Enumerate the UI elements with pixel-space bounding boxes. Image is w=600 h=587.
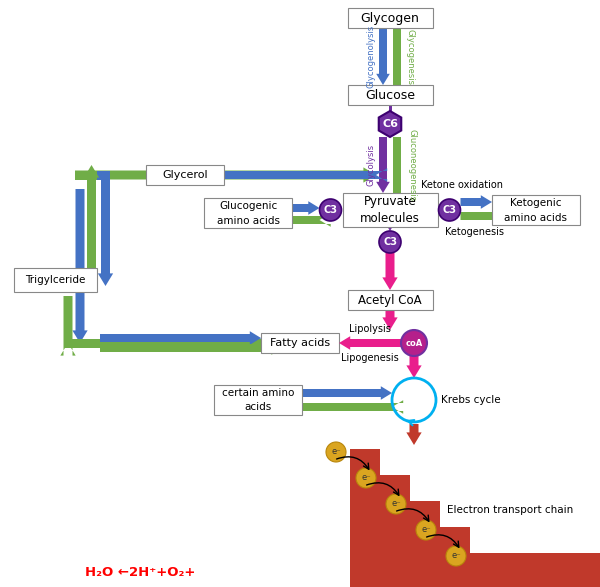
Polygon shape xyxy=(376,137,390,193)
Text: e⁻: e⁻ xyxy=(421,525,431,535)
Circle shape xyxy=(320,199,341,221)
Polygon shape xyxy=(98,266,113,286)
Polygon shape xyxy=(382,310,398,330)
Polygon shape xyxy=(339,336,401,350)
FancyBboxPatch shape xyxy=(261,333,339,353)
Text: C6: C6 xyxy=(382,119,398,129)
Polygon shape xyxy=(61,296,76,356)
Polygon shape xyxy=(376,28,390,85)
FancyBboxPatch shape xyxy=(146,165,224,185)
Polygon shape xyxy=(75,167,376,183)
Polygon shape xyxy=(292,213,331,227)
Text: Ketogenesis: Ketogenesis xyxy=(445,227,503,237)
Polygon shape xyxy=(461,195,492,209)
Text: e⁻: e⁻ xyxy=(331,447,341,457)
Polygon shape xyxy=(406,424,422,445)
Text: C3: C3 xyxy=(383,237,397,247)
Polygon shape xyxy=(350,449,600,587)
Polygon shape xyxy=(461,209,503,223)
Polygon shape xyxy=(100,331,261,345)
Circle shape xyxy=(326,442,346,462)
Circle shape xyxy=(401,330,427,356)
Polygon shape xyxy=(76,339,261,348)
FancyBboxPatch shape xyxy=(347,8,433,28)
Polygon shape xyxy=(302,400,403,414)
Text: certain amino: certain amino xyxy=(222,387,294,397)
Text: Lipogenesis: Lipogenesis xyxy=(341,353,399,363)
Circle shape xyxy=(386,494,406,514)
Text: C3: C3 xyxy=(323,205,338,215)
Polygon shape xyxy=(84,165,99,292)
Text: e⁻: e⁻ xyxy=(361,474,371,483)
Text: Pyruvate: Pyruvate xyxy=(364,195,416,208)
FancyBboxPatch shape xyxy=(347,85,433,105)
Text: Ketone oxidation: Ketone oxidation xyxy=(421,180,503,190)
Polygon shape xyxy=(97,170,110,180)
Text: Glucose: Glucose xyxy=(365,89,415,102)
Text: coA: coA xyxy=(406,339,422,348)
Polygon shape xyxy=(382,253,398,290)
Polygon shape xyxy=(302,386,392,400)
FancyBboxPatch shape xyxy=(14,268,97,292)
Text: Glycogenesis: Glycogenesis xyxy=(406,29,415,85)
Text: Trigylceride: Trigylceride xyxy=(25,275,85,285)
Text: Electron transport chain: Electron transport chain xyxy=(447,505,573,515)
Text: H₂O ←2H⁺+O₂+: H₂O ←2H⁺+O₂+ xyxy=(85,565,196,579)
Circle shape xyxy=(439,199,461,221)
Polygon shape xyxy=(224,168,387,182)
Polygon shape xyxy=(64,339,261,348)
Text: molecules: molecules xyxy=(360,212,420,225)
Polygon shape xyxy=(75,170,97,180)
Polygon shape xyxy=(101,175,110,268)
Text: Glycerol: Glycerol xyxy=(162,170,208,180)
FancyBboxPatch shape xyxy=(214,385,302,415)
Text: acids: acids xyxy=(244,403,272,413)
Polygon shape xyxy=(390,137,404,204)
Text: amino acids: amino acids xyxy=(217,215,280,225)
Polygon shape xyxy=(406,356,422,378)
FancyBboxPatch shape xyxy=(492,195,580,225)
Text: Gluconeogenesis: Gluconeogenesis xyxy=(407,129,416,201)
Text: C3: C3 xyxy=(443,205,457,215)
Circle shape xyxy=(356,468,376,488)
FancyBboxPatch shape xyxy=(343,193,437,227)
Text: e⁻: e⁻ xyxy=(391,500,401,508)
Polygon shape xyxy=(73,189,88,343)
FancyBboxPatch shape xyxy=(204,198,292,228)
Polygon shape xyxy=(390,28,404,96)
Circle shape xyxy=(379,231,401,253)
Text: Ketogenic: Ketogenic xyxy=(510,197,562,207)
Text: Glycolysis: Glycolysis xyxy=(367,144,376,186)
Text: Glucogenic: Glucogenic xyxy=(219,201,277,211)
Text: Glycogenolysis: Glycogenolysis xyxy=(367,25,376,88)
Circle shape xyxy=(416,520,436,540)
FancyBboxPatch shape xyxy=(347,290,433,310)
Text: Fatty acids: Fatty acids xyxy=(270,338,330,348)
Text: e⁻: e⁻ xyxy=(451,552,461,561)
Text: Krebs cycle: Krebs cycle xyxy=(441,395,500,405)
Text: Glycogen: Glycogen xyxy=(361,12,419,25)
Polygon shape xyxy=(100,341,272,355)
Polygon shape xyxy=(389,105,392,111)
Polygon shape xyxy=(292,201,320,215)
Text: Acetyl CoA: Acetyl CoA xyxy=(358,294,422,306)
Circle shape xyxy=(446,546,466,566)
Polygon shape xyxy=(379,111,401,137)
Polygon shape xyxy=(382,218,398,231)
Text: amino acids: amino acids xyxy=(505,212,568,222)
Polygon shape xyxy=(259,335,279,350)
Text: Lipolysis: Lipolysis xyxy=(349,324,391,334)
